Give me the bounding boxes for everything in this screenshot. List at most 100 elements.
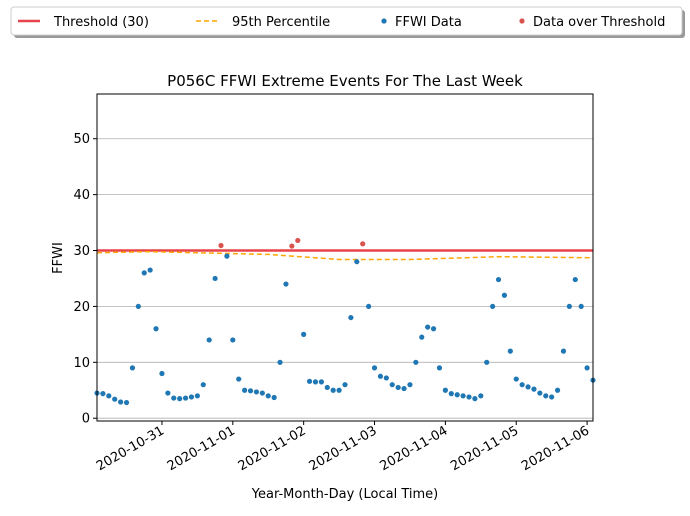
data-point [324,384,330,391]
data-point [224,253,230,259]
data-point [312,379,319,385]
data-point [159,370,165,377]
data-point [584,365,590,371]
data-point [513,376,519,382]
data-point [247,388,254,394]
x-tick-label: 2020-11-03 [307,423,380,474]
x-axis-label: Year-Month-Day (Local Time) [251,487,438,502]
data-point [342,382,348,388]
data-point [242,387,248,393]
data-point [354,259,360,265]
data-point [460,393,466,399]
data-point [466,394,472,400]
data-point [306,378,313,384]
data-point [135,303,141,310]
data-point [566,303,572,310]
data-point [123,399,130,406]
data-point [230,337,236,343]
data-point [430,326,437,332]
data-point [519,382,525,388]
data-point [543,393,549,399]
data-point [259,390,265,396]
data-point [206,337,212,343]
data-point [253,389,260,395]
legend-label: Threshold (30) [53,15,149,30]
data-point [490,303,496,310]
x-tick-label: 2020-11-01 [165,423,238,474]
data-point [442,387,448,393]
data-point [495,276,502,283]
data-point [389,382,395,388]
data-point [336,387,342,393]
legend: Threshold (30) 95th Percentile FFWI Data Da… [18,15,665,30]
data-point [153,326,159,332]
data-point [501,292,508,298]
data-point [572,276,578,283]
data-point [578,303,584,310]
data-point [194,393,200,399]
data-point [141,270,147,276]
data-point [531,386,537,392]
data-point [271,394,277,401]
x-tick-label: 2020-11-05 [448,423,521,474]
data-point [425,324,431,330]
data-point [177,396,183,402]
data-point [472,396,478,402]
data-point [295,237,301,244]
data-point [413,359,419,365]
data-point [318,379,324,385]
x-tick-label: 2020-11-04 [377,423,450,474]
data-point [419,334,425,340]
data-point [360,241,366,247]
data-point [525,384,531,390]
data-point [507,348,513,354]
data-point [436,365,443,371]
legend-label: 95th Percentile [232,15,330,30]
data-point [182,395,189,401]
x-tick-label: 2020-11-02 [236,423,309,474]
data-point [129,365,136,371]
data-point [118,399,124,405]
data-point [112,396,118,402]
data-point [537,390,543,396]
y-axis-label: FFWI [51,242,66,274]
legend-box [10,6,683,36]
y-tick-label: 0 [82,412,90,427]
legend-marker [519,18,525,24]
y-tick-label: 50 [73,132,90,147]
data-point [371,365,378,371]
data-point [200,382,206,388]
x-tick-label: 2020-11-06 [519,423,592,474]
data-point [301,331,307,337]
data-point [395,384,401,391]
data-point [188,394,195,400]
data-point [147,267,153,273]
data-point [401,385,407,392]
legend-label: Data over Threshold [533,15,665,30]
data-point [277,359,283,365]
data-point [236,376,242,382]
data-point [289,243,295,249]
data-point [212,275,218,282]
y-tick-label: 40 [73,188,90,203]
data-point [478,393,484,399]
data-point [218,242,224,249]
data-point [554,387,561,393]
plot-frame [96,93,594,422]
data-point [283,281,289,287]
legend-marker [381,18,387,24]
data-point [448,391,454,397]
legend-label: FFWI Data [395,15,462,30]
x-tick-label: 2020-10-31 [94,423,167,474]
data-point [171,395,177,401]
data-point [348,314,354,321]
data-point [366,303,372,310]
y-tick-label: 10 [73,356,90,371]
data-point [165,390,171,396]
data-point [560,348,567,354]
data-point [383,375,389,381]
data-point [265,393,271,399]
data-point [407,382,413,388]
